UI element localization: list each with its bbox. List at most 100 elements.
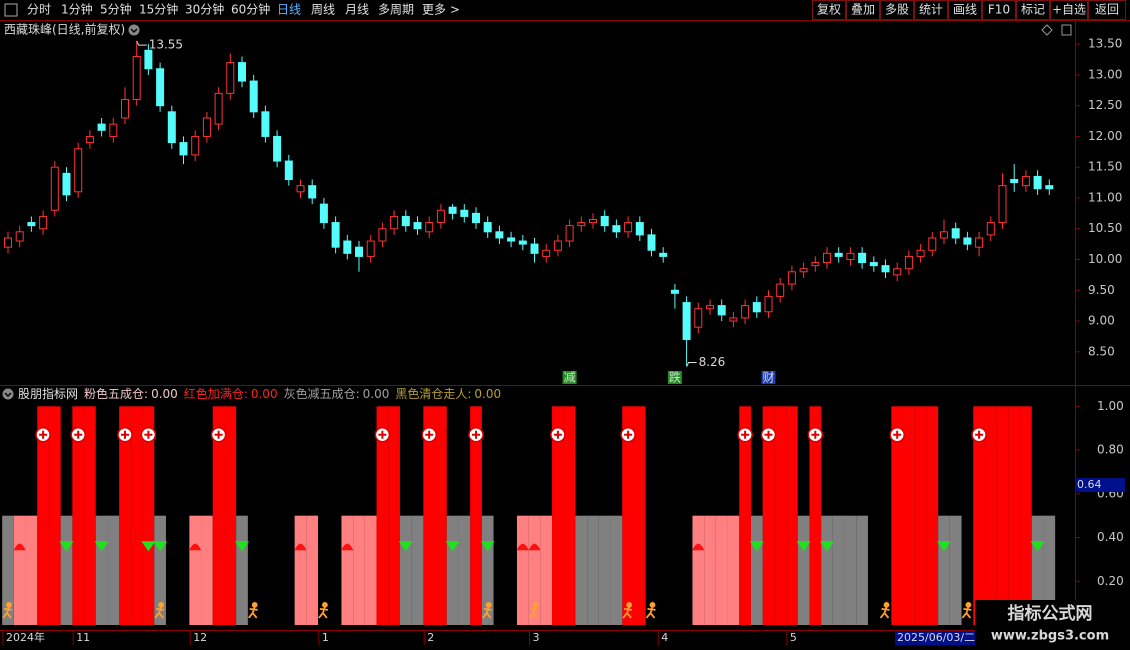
y-tick-label: 11.00 — [1088, 190, 1122, 204]
cursor-date-box — [895, 631, 975, 645]
action-label[interactable]: 返回 — [1095, 3, 1119, 17]
period-tab[interactable]: 5分钟 — [100, 2, 132, 17]
down-marker — [398, 541, 413, 552]
action-button[interactable] — [914, 0, 948, 20]
bar — [727, 515, 740, 625]
candle-body — [682, 302, 691, 340]
action-label[interactable]: 叠加 — [851, 3, 875, 17]
action-label[interactable]: 多股 — [885, 3, 909, 17]
buy-marker — [620, 427, 636, 443]
action-label[interactable]: 复权 — [817, 3, 841, 17]
candle-body — [811, 262, 820, 267]
down-marker — [235, 541, 249, 552]
exit-marker — [961, 601, 972, 619]
candle-body — [963, 237, 972, 245]
menu-icon[interactable] — [4, 3, 18, 17]
action-button[interactable] — [880, 0, 914, 20]
candle-body — [179, 142, 188, 156]
exit-marker-body — [528, 606, 539, 619]
action-button[interactable] — [982, 0, 1016, 20]
bar — [25, 515, 38, 625]
y-tick-label: 11.50 — [1088, 160, 1122, 174]
candle-body — [518, 240, 527, 245]
y-tick-label: 13.50 — [1088, 37, 1122, 51]
action-label[interactable]: 统计 — [919, 3, 943, 17]
title-menu-icon[interactable] — [128, 24, 140, 36]
period-tab[interactable]: 多周期 — [378, 3, 414, 17]
x-tick-label: 5 — [790, 631, 797, 644]
candle-body — [191, 135, 200, 156]
candle-body — [74, 148, 83, 193]
candle-body — [132, 55, 141, 101]
period-tab[interactable]: 1分钟 — [61, 2, 93, 17]
action-label[interactable]: 画线 — [953, 3, 977, 17]
period-tab[interactable]: 分时 — [27, 3, 51, 17]
action-label[interactable]: F10 — [988, 3, 1010, 17]
event-label: 财 — [762, 371, 774, 385]
candle-body — [670, 289, 679, 294]
y-tick-label: 9.00 — [1088, 314, 1115, 328]
buy-marker — [210, 427, 227, 443]
candle-body — [4, 237, 12, 248]
candle-body — [612, 225, 621, 233]
period-tab[interactable]: 周线 — [311, 3, 335, 17]
action-label[interactable]: 标记 — [1021, 3, 1045, 17]
action-button[interactable] — [812, 0, 846, 20]
indicator-menu-icon[interactable] — [2, 388, 14, 400]
up-marker — [294, 543, 307, 551]
y-tick-label: 0.40 — [1097, 530, 1124, 544]
exit-marker-body — [154, 606, 165, 619]
chart-title: 西藏珠峰(日线,前复权) — [4, 22, 125, 37]
period-tab[interactable]: 60分钟 — [231, 2, 270, 17]
exit-marker-body — [961, 606, 972, 619]
bar — [95, 515, 108, 625]
buy-marker-cross — [121, 430, 129, 439]
buy-marker — [140, 427, 157, 443]
action-button[interactable] — [1050, 0, 1088, 20]
exit-marker — [645, 601, 656, 619]
candle-body — [121, 99, 129, 119]
period-tab[interactable]: 更多 > — [422, 3, 460, 17]
diamond-icon[interactable] — [1041, 24, 1053, 36]
candle-body — [1010, 179, 1019, 184]
action-label[interactable]: +自选 — [1052, 3, 1086, 17]
action-button[interactable] — [846, 0, 880, 20]
action-button[interactable] — [948, 0, 982, 20]
y-tick-label: 10.50 — [1088, 221, 1122, 235]
legend-sep: : — [356, 387, 360, 401]
period-tab-selected[interactable]: 日线 — [277, 3, 301, 17]
candle-body — [167, 111, 176, 144]
y-tick-label: 9.50 — [1088, 283, 1115, 297]
bar — [212, 406, 225, 625]
exit-marker-body — [318, 606, 329, 619]
candle-body — [401, 215, 410, 227]
candle-body — [495, 231, 504, 239]
candle-body — [249, 80, 258, 113]
action-button[interactable] — [1016, 0, 1050, 20]
exit-marker-body — [645, 606, 656, 619]
period-tab[interactable]: 30分钟 — [185, 2, 224, 17]
candle-body — [834, 252, 843, 257]
candle-body — [50, 166, 59, 211]
candle-body — [156, 68, 165, 107]
bar — [984, 406, 997, 625]
y-tick-label: 0.20 — [1097, 574, 1124, 588]
bar — [774, 406, 787, 625]
panel-icon[interactable] — [1061, 24, 1072, 36]
buy-marker — [70, 427, 86, 443]
action-button[interactable] — [1088, 0, 1126, 20]
candle-body — [460, 209, 469, 217]
period-tab[interactable]: 月线 — [345, 3, 369, 17]
bar — [622, 406, 634, 625]
down-marker — [796, 541, 811, 552]
exit-marker-head — [626, 601, 632, 608]
bar — [903, 406, 915, 625]
candle-body — [85, 135, 94, 144]
candle-body — [62, 172, 71, 196]
y-tick-label: 12.50 — [1088, 98, 1122, 112]
bar — [914, 406, 927, 625]
bar — [423, 406, 436, 625]
candle-body — [261, 111, 270, 137]
period-tab[interactable]: 15分钟 — [139, 2, 178, 17]
candle-body — [413, 222, 422, 230]
